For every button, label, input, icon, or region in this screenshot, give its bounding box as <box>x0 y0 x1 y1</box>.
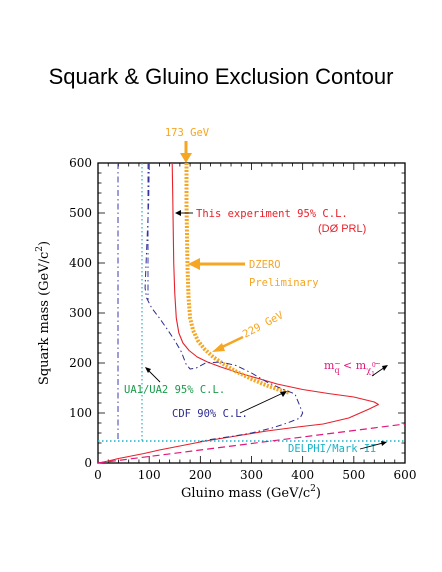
arrow-173gev-head <box>180 153 192 163</box>
arrow-delphi <box>359 442 384 450</box>
x-tick-label: 600 <box>394 468 417 482</box>
mq-lt-m2: < m <box>340 359 367 372</box>
annotation-ua: UA1/UA2 95% C.L. <box>124 384 225 396</box>
mq-m1: m <box>324 359 335 372</box>
chart-title: Squark & Gluino Exclusion Contour <box>48 64 394 89</box>
mq-chi-tilde: ~ <box>374 359 381 368</box>
mq-lt-mchi-line <box>97 423 406 464</box>
y-tick-label: 100 <box>69 406 92 420</box>
x-axis-label-end: ) <box>316 486 321 501</box>
annotation-cdf: CDF 90% C.L. <box>172 408 248 420</box>
x-tick-label: 100 <box>138 468 161 482</box>
arrow-this-exp-head <box>175 210 181 216</box>
annotation-preliminary: Preliminary <box>249 277 319 289</box>
mq-q-tilde: ~ <box>334 359 341 368</box>
y-axis-label-sup: 2 <box>35 246 45 252</box>
arrow-dzero-head <box>188 258 200 270</box>
arrow-delphi-head <box>381 441 387 446</box>
y-axis-label-end: ) <box>37 241 52 246</box>
y-tick-label: 300 <box>69 306 92 320</box>
mq-q: q <box>334 366 339 375</box>
series-cdf <box>144 162 304 442</box>
series-this-experiment <box>97 162 379 464</box>
mq-chi: χ <box>366 366 371 375</box>
y-tick-label: 200 <box>69 356 92 370</box>
x-tick-label: 200 <box>189 468 212 482</box>
arrow-cdf-head <box>280 391 287 397</box>
arrow-cdf <box>239 392 284 414</box>
tick-labels: 0 100 200 300 400 500 600 0 100 200 300 400 500 600 <box>69 156 416 482</box>
annotation-delphi: DELPHI/Mark II <box>288 443 377 455</box>
series-group <box>97 162 379 464</box>
mq-chi-sub: 1 <box>371 371 375 378</box>
y-axis-label-main: Squark mass (GeV/c <box>37 252 52 385</box>
annotation-173gev: 173 GeV <box>165 127 210 139</box>
arrow-mq-head <box>382 365 388 371</box>
y-tick-label: 500 <box>69 206 92 220</box>
arrow-229gev <box>219 335 244 350</box>
y-axis-label: Squark mass (GeV/c2) <box>35 241 52 385</box>
arrow-229gev-head <box>212 343 225 352</box>
annotation-mq-lt-mchi: mq < mχ1 0 <box>324 359 376 378</box>
x-tick-label: 0 <box>94 468 102 482</box>
mq-chi-sup: 0 <box>372 362 376 369</box>
axis-ticks <box>97 162 406 464</box>
arrow-ua <box>147 369 161 383</box>
x-axis-label: Gluino mass (GeV/c2) <box>181 484 321 501</box>
x-axis-label-sup: 2 <box>310 484 316 494</box>
x-tick-label: 300 <box>240 468 263 482</box>
x-tick-label: 400 <box>291 468 314 482</box>
annotation-this-experiment: This experiment 95% C.L. <box>196 208 348 220</box>
x-axis-label-main: Gluino mass (GeV/c <box>181 486 310 501</box>
y-tick-label: 600 <box>69 156 92 170</box>
arrow-mq <box>371 366 386 377</box>
x-tick-label: 500 <box>342 468 365 482</box>
annotation-dzero: DZERO <box>249 259 281 271</box>
annotation-this-experiment-sub: (DØ PRL) <box>318 223 366 235</box>
annotation-229gev: 229 GeV <box>241 309 286 341</box>
arrow-ua-head <box>145 367 151 373</box>
y-tick-label: 0 <box>84 456 92 470</box>
y-tick-label: 400 <box>69 256 92 270</box>
